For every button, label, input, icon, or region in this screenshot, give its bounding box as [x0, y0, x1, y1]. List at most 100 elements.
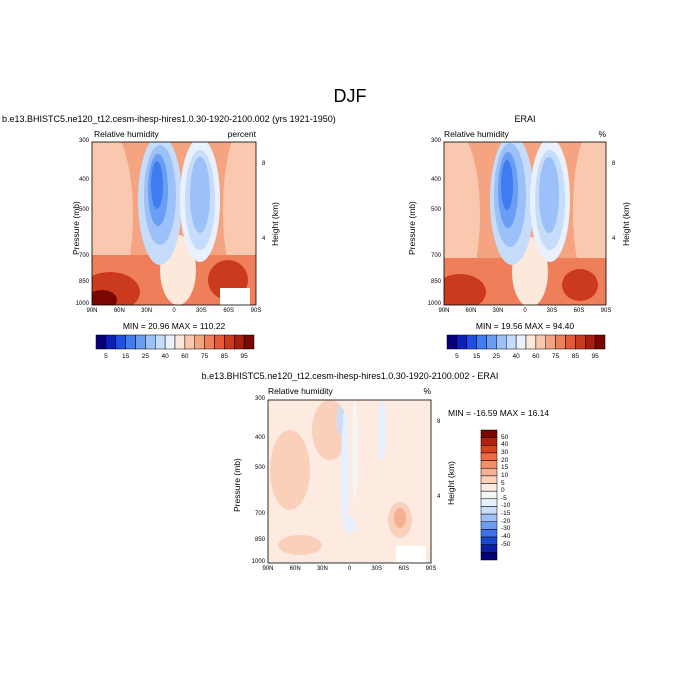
- panel-obs-xtick: 60N: [465, 308, 477, 314]
- panel-model-y2tick: 8: [262, 161, 266, 168]
- panel-obs-xtick: 60S: [573, 308, 585, 314]
- colorbar-diff-label: 20: [501, 456, 509, 464]
- colorbar-obs-label: 75: [552, 353, 560, 360]
- panel-model-xtick: 30S: [195, 308, 207, 314]
- panel-diff-xtick: 60S: [398, 566, 410, 572]
- colorbar-model-label: 95: [240, 353, 248, 360]
- panel-obs-ytick: 1000: [427, 301, 441, 307]
- colorbar-model-label: 75: [201, 353, 209, 360]
- panel-model-y2tick: 4: [262, 235, 266, 242]
- colorbar-obs-swatch: [594, 334, 606, 350]
- panel-model-ytick: 500: [78, 207, 89, 214]
- colorbar-diff-swatch: [480, 536, 498, 545]
- colorbar-diff-swatch: [480, 552, 498, 561]
- colorbar-diff-swatch: [480, 521, 498, 530]
- panel-diff-y2tick: 8: [437, 419, 441, 426]
- colorbar-diff-swatch: [480, 429, 498, 438]
- panel-diff-ytick: 700: [254, 510, 265, 517]
- colorbar-obs-label: 5: [455, 353, 459, 360]
- panel-model-contours: [92, 142, 256, 305]
- colorbar-diff-label: 40: [501, 441, 509, 449]
- panel-diff-ytick: 500: [254, 465, 265, 472]
- panel-model-xtick: 60S: [223, 308, 234, 314]
- colorbar-diff-label: -20: [501, 517, 511, 525]
- panel-diff-xtick: 30S: [371, 566, 382, 572]
- colorbar-diff-label: 10: [501, 471, 509, 479]
- panel-model-ytick: 1000: [75, 301, 89, 307]
- colorbar-diff-swatch: [480, 437, 498, 446]
- panel-obs-right-label: %: [598, 129, 606, 139]
- colorbar-diff-swatch: [480, 544, 498, 553]
- panel-diff-ytick: 1000: [251, 559, 265, 565]
- panel-obs-ytick: 400: [430, 176, 441, 183]
- colorbar-diff-label: 5: [501, 479, 505, 487]
- colorbar-model-label: 15: [122, 353, 130, 360]
- panel-diff-xtick: 60N: [289, 566, 301, 572]
- panel-model-stats: MIN = 20.96 MAX = 110.22: [122, 321, 226, 331]
- panel-obs-xtick: 90S: [600, 308, 612, 314]
- panel-obs-stats: MIN = 19.56 MAX = 94.40: [475, 321, 575, 331]
- panel-model-left-label: Relative humidity: [94, 129, 159, 139]
- panel-obs-ytick: 500: [430, 207, 441, 214]
- colorbar-diff-swatch: [480, 490, 498, 500]
- colorbar-diff-label: 50: [501, 433, 509, 441]
- panel-diff-ytick: 300: [254, 396, 265, 402]
- colorbar-obs-label: 95: [591, 353, 599, 360]
- panel-model-xtick: 90N: [86, 308, 98, 314]
- panel-model-ytick: 700: [78, 252, 89, 259]
- colorbar-obs-label: 60: [532, 353, 540, 360]
- colorbar-obs-label: 15: [473, 353, 481, 360]
- colorbar-diff-swatch: [480, 445, 498, 454]
- panel-model-right-label: percent: [227, 129, 256, 139]
- colorbar-model-label: 40: [161, 353, 169, 360]
- panel-diff-stats: MIN = -16.59 MAX = 16.14: [448, 408, 550, 418]
- panel-obs-y2tick: 4: [612, 235, 616, 242]
- panel-diff-right-label: %: [423, 386, 431, 396]
- panel-model-xtick: 60N: [113, 308, 125, 314]
- colorbar-diff-swatch: [480, 467, 498, 477]
- colorbar-obs-label: 25: [492, 353, 500, 360]
- colorbar-diff-label: -10: [501, 502, 511, 510]
- panel-model-xtick: 0: [172, 308, 176, 314]
- colorbar-diff-label: -50: [501, 540, 511, 548]
- colorbar-diff-swatch: [480, 452, 498, 461]
- panel-obs-header: ERAI: [514, 114, 536, 124]
- panel-model-ytick: 850: [78, 278, 89, 285]
- panel-obs-y2tick: 8: [612, 161, 616, 168]
- colorbar-diff-swatch: [480, 475, 498, 484]
- panel-obs-ytick: 700: [430, 252, 441, 259]
- panel-diff-xtick: 0: [347, 566, 352, 572]
- panel-diff-xtick: 90S: [425, 566, 437, 572]
- colorbar-diff-swatch: [480, 513, 498, 523]
- colorbar-diff-swatch: [480, 498, 498, 507]
- colorbar-model-label: 25: [141, 353, 149, 360]
- panel-diff-left-label: Relative humidity: [268, 386, 333, 396]
- panel-diff-ytick: 400: [254, 434, 265, 441]
- colorbar-diff-swatch: [480, 506, 498, 515]
- colorbar-obs-label: 40: [512, 353, 520, 360]
- panel-model-ytick: 300: [78, 138, 89, 144]
- colorbar-diff-label: -30: [501, 525, 511, 533]
- colorbar-obs-label: 85: [571, 353, 579, 360]
- colorbar-diff-label: -40: [501, 533, 511, 541]
- panel-obs-ytick: 850: [430, 278, 441, 285]
- figure-title: DJF: [333, 86, 367, 106]
- panel-model-header: b.e13.BHISTC5.ne120_t12.cesm-ihesp-hires…: [2, 114, 336, 124]
- panel-diff-y2tick: 4: [437, 493, 441, 500]
- panel-model-xtick: 30N: [141, 308, 153, 314]
- colorbar-diff-swatch: [480, 460, 498, 469]
- panel-obs-xtick: 30S: [546, 308, 558, 314]
- colorbar-diff-label: 15: [501, 464, 509, 472]
- panel-diff-ytick: 850: [254, 536, 265, 543]
- panel-obs-left-label: Relative humidity: [444, 129, 509, 139]
- colorbar-diff-swatch: [480, 529, 498, 538]
- panel-obs-xtick: 30N: [492, 308, 504, 314]
- panel-obs-xtick: 90N: [438, 308, 450, 314]
- colorbar-diff-label: -15: [501, 510, 511, 518]
